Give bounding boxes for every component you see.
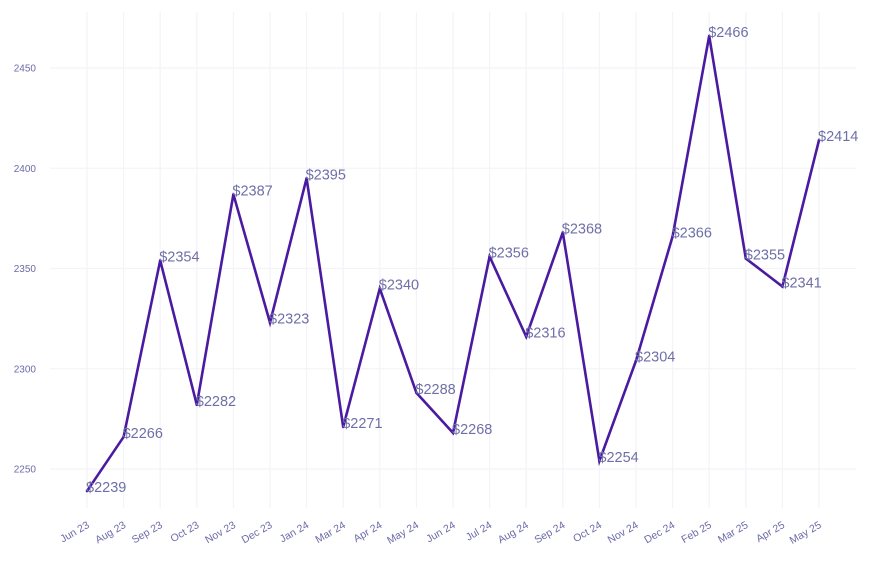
data-label: $2395 — [306, 167, 346, 183]
data-label: $2366 — [672, 225, 712, 241]
x-tick-label: Oct 24 — [571, 519, 604, 545]
x-tick-label: Feb 25 — [679, 519, 713, 546]
x-tick-label: Dec 24 — [642, 519, 677, 546]
x-tick-label: May 25 — [788, 519, 824, 547]
data-label: $2271 — [342, 416, 382, 432]
series-layer — [85, 34, 821, 493]
data-point — [378, 287, 382, 290]
data-label: $2304 — [635, 350, 675, 366]
x-tick-label: May 24 — [385, 519, 421, 547]
data-label: $2355 — [745, 247, 785, 263]
data-label: $2316 — [525, 326, 565, 342]
data-point — [415, 391, 418, 395]
data-point — [158, 259, 162, 262]
data-label: $2354 — [159, 249, 199, 265]
data-label: $2356 — [489, 245, 529, 261]
x-tick-label: Jun 23 — [58, 519, 91, 545]
x-tick-label: Aug 23 — [93, 519, 128, 546]
data-point — [195, 403, 199, 407]
data-point — [744, 257, 748, 260]
x-tick-label: Sep 23 — [130, 519, 165, 546]
x-axis-ticks: Jun 23 Aug 23 Sep 23 Oct 23 Nov 23 Dec 23 Jan … — [58, 519, 823, 547]
grid — [50, 12, 856, 508]
data-label: $2266 — [123, 426, 163, 442]
x-tick-label: Jun 24 — [424, 519, 457, 545]
data-point — [707, 34, 711, 38]
data-label: $2341 — [781, 276, 821, 292]
data-point — [122, 435, 125, 439]
data-label: $2239 — [86, 480, 126, 496]
data-label: $2288 — [415, 382, 455, 398]
x-tick-label: Apr 25 — [754, 519, 787, 545]
y-tick-label: 2450 — [14, 64, 37, 75]
data-point — [305, 176, 308, 180]
x-tick-label: Nov 23 — [203, 519, 238, 546]
data-label: $2282 — [196, 394, 236, 410]
data-point — [524, 335, 528, 338]
x-tick-label: Jul 24 — [464, 519, 494, 543]
x-tick-label: Apr 24 — [352, 519, 385, 545]
data-point — [341, 425, 345, 429]
data-label: $2340 — [379, 278, 419, 294]
data-label: $2254 — [598, 450, 638, 466]
data-point — [232, 193, 235, 196]
y-axis-ticks: 2250 2300 2350 2400 2450 — [14, 64, 37, 476]
data-label: $2414 — [818, 129, 858, 145]
data-label: $2466 — [708, 25, 748, 41]
x-tick-label: Mar 24 — [313, 519, 347, 546]
data-point — [85, 489, 89, 493]
y-tick-label: 2250 — [14, 465, 37, 476]
x-tick-label: Mar 25 — [716, 519, 750, 546]
data-point — [451, 431, 455, 435]
data-point — [598, 459, 601, 463]
data-point — [268, 321, 272, 324]
data-point — [671, 235, 674, 238]
x-tick-label: Aug 24 — [496, 519, 531, 546]
y-tick-label: 2400 — [14, 164, 37, 175]
data-point — [781, 285, 784, 288]
data-label: $2387 — [232, 183, 272, 199]
data-point — [634, 359, 638, 363]
data-point — [561, 231, 565, 234]
data-label: $2368 — [562, 221, 602, 237]
x-tick-label: Jan 24 — [278, 519, 311, 545]
data-point — [817, 138, 821, 142]
x-tick-label: Oct 23 — [169, 519, 202, 545]
data-labels: $2239 $2266 $2354 $2282 $2387 $2323 $2395 $2271… — [86, 25, 858, 496]
y-tick-label: 2300 — [14, 364, 37, 375]
data-label: $2268 — [452, 422, 492, 438]
x-tick-label: Sep 24 — [532, 519, 567, 546]
y-tick-label: 2350 — [14, 264, 37, 275]
data-point — [488, 255, 491, 258]
x-tick-label: Nov 24 — [606, 519, 641, 546]
data-label: $2323 — [269, 312, 309, 328]
x-tick-label: Dec 23 — [240, 519, 275, 546]
